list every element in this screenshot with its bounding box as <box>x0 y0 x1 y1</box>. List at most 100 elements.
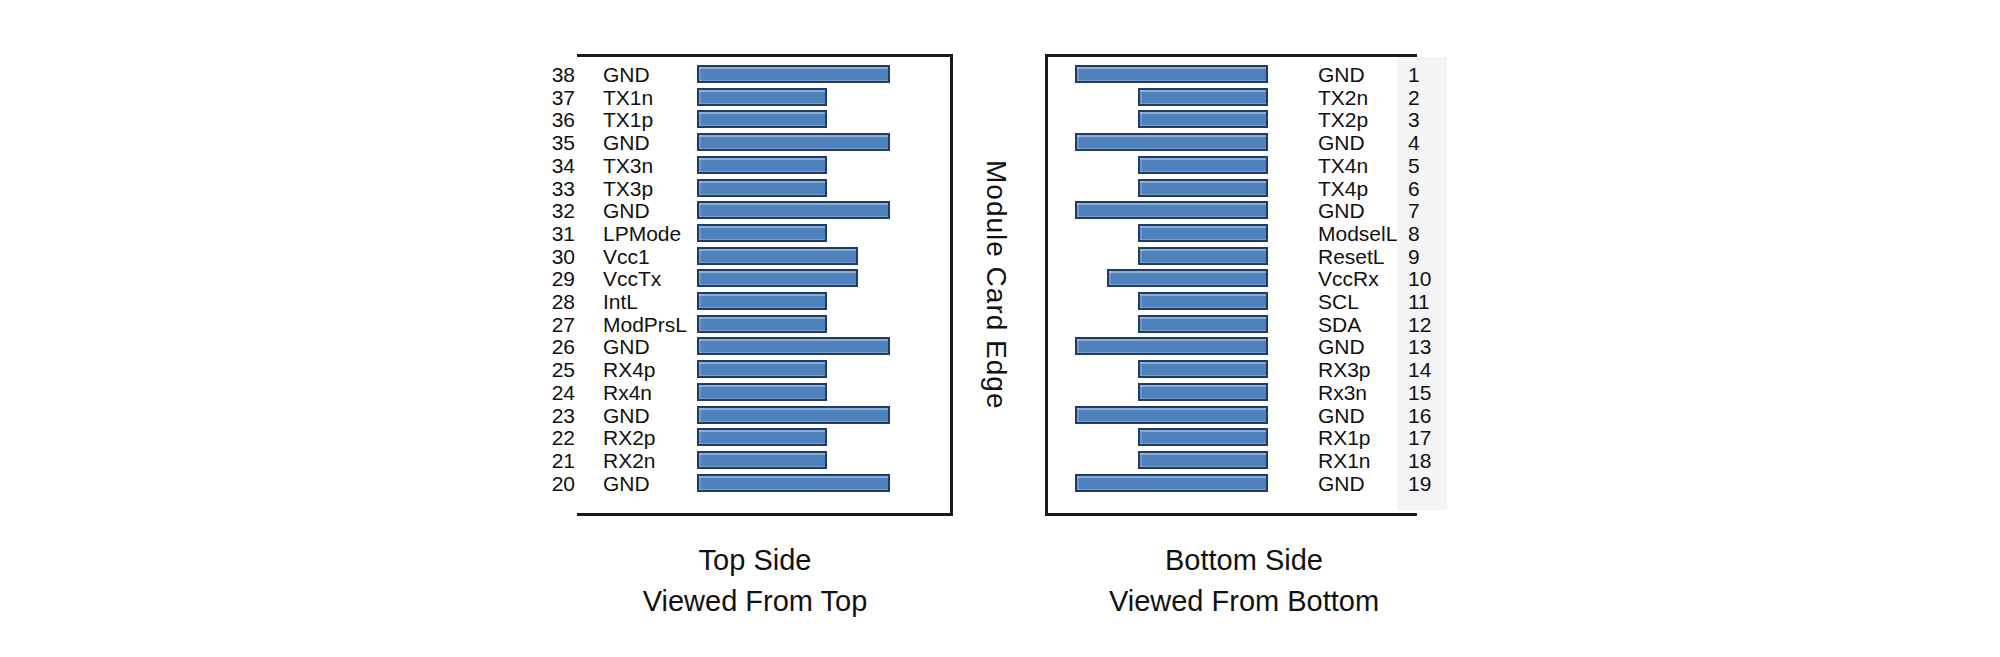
pin-pad <box>697 406 890 424</box>
pin-name: SDA <box>1318 315 1361 334</box>
pin-name: GND <box>603 474 650 493</box>
pin-row: 32GND <box>548 201 953 219</box>
pin-name: GND <box>1318 201 1365 220</box>
pin-pad <box>697 110 827 128</box>
pin-name: Rx3n <box>1318 383 1367 402</box>
pin-pad <box>1075 201 1268 219</box>
pin-pad <box>1138 428 1268 446</box>
bottom-side-pin-rows: 1GND2TX2n3TX2p4GND5TX4n6TX4p7GND8ModselL… <box>1052 65 1442 517</box>
pin-number: 15 <box>1408 383 1431 402</box>
pin-number: 25 <box>548 360 575 379</box>
pin-row: 28 IntL <box>548 292 953 310</box>
pin-pad <box>1138 247 1268 265</box>
pinout-diagram: 38GND37TX1n36TX1p35GND34TX3n33TX3p32GND3… <box>0 0 2000 657</box>
bottom-side-caption: Bottom Side Viewed From Bottom <box>1109 540 1379 622</box>
pin-name: GND <box>603 201 650 220</box>
pin-number: 13 <box>1408 337 1431 356</box>
pin-number: 35 <box>548 133 575 152</box>
pin-name: RX3p <box>1318 360 1371 379</box>
pin-name: GND <box>603 337 650 356</box>
pin-row: 15 Rx3n <box>1052 383 1442 401</box>
pin-pad <box>697 247 858 265</box>
pin-number: 24 <box>548 383 575 402</box>
pin-pad <box>1075 474 1268 492</box>
pin-name: GND <box>1318 474 1365 493</box>
bottom-side-caption-line2: Viewed From Bottom <box>1109 581 1379 622</box>
pin-name: GND <box>1318 65 1365 84</box>
pin-pad <box>697 360 827 378</box>
pin-row: 8ModselL <box>1052 224 1442 242</box>
pin-pad <box>697 201 890 219</box>
pin-number: 21 <box>548 451 575 470</box>
pin-number: 4 <box>1408 133 1420 152</box>
pin-name: IntL <box>603 292 638 311</box>
pin-number: 20 <box>548 474 575 493</box>
pin-number: 28 <box>548 292 575 311</box>
pin-pad <box>1138 451 1268 469</box>
pin-pad <box>697 474 890 492</box>
pin-name: GND <box>1318 337 1365 356</box>
pin-name: RX1n <box>1318 451 1371 470</box>
pin-row: 9 ResetL <box>1052 247 1442 265</box>
pin-number: 14 <box>1408 360 1431 379</box>
pin-pad <box>1138 88 1268 106</box>
pin-row: 1GND <box>1052 65 1442 83</box>
top-side-caption-line2: Viewed From Top <box>643 581 868 622</box>
pin-name: GND <box>1318 133 1365 152</box>
pin-name: TX1p <box>603 110 653 129</box>
pin-pad <box>1075 133 1268 151</box>
pin-number: 2 <box>1408 88 1420 107</box>
pin-row: 12SDA <box>1052 315 1442 333</box>
pin-row: 23 GND <box>548 406 953 424</box>
pin-name: TX4n <box>1318 156 1368 175</box>
pin-name: Vcc1 <box>603 247 650 266</box>
pin-number: 29 <box>548 269 575 288</box>
module-card-edge-label: Module Card Edge <box>972 54 1020 516</box>
pin-name: VccTx <box>603 269 661 288</box>
pin-pad <box>697 88 827 106</box>
pin-name: ModselL <box>1318 224 1397 243</box>
pin-name: VccRx <box>1318 269 1379 288</box>
pin-row: 7GND <box>1052 201 1442 219</box>
pin-row: 29 VccTx <box>548 269 953 287</box>
pin-row: 2TX2n <box>1052 88 1442 106</box>
pin-row: 27ModPrsL <box>548 315 953 333</box>
pin-pad <box>1138 110 1268 128</box>
pin-pad <box>1138 224 1268 242</box>
pin-number: 26 <box>548 337 575 356</box>
pin-pad <box>697 156 827 174</box>
pin-row: 34TX3n <box>548 156 953 174</box>
pin-row: 14 RX3p <box>1052 360 1442 378</box>
pin-pad <box>1138 360 1268 378</box>
pin-row: 21 RX2n <box>548 451 953 469</box>
pin-row: 37TX1n <box>548 88 953 106</box>
pin-row: 20 GND <box>548 474 953 492</box>
pin-name: TX3n <box>603 156 653 175</box>
pin-row: 4 GND <box>1052 133 1442 151</box>
pin-pad <box>1138 383 1268 401</box>
pin-pad <box>1138 315 1268 333</box>
pin-number: 27 <box>548 315 575 334</box>
pin-pad <box>1107 269 1268 287</box>
pin-number: 3 <box>1408 110 1420 129</box>
pin-pad <box>1075 406 1268 424</box>
pin-name: SCL <box>1318 292 1359 311</box>
pin-number: 19 <box>1408 474 1431 493</box>
pin-row: 16GND <box>1052 406 1442 424</box>
pin-name: GND <box>603 65 650 84</box>
pin-number: 10 <box>1408 269 1431 288</box>
pin-number: 33 <box>548 179 575 198</box>
pin-number: 16 <box>1408 406 1431 425</box>
pin-number: 23 <box>548 406 575 425</box>
pin-row: 36TX1p <box>548 110 953 128</box>
pin-number: 18 <box>1408 451 1431 470</box>
pin-pad <box>697 292 827 310</box>
pin-pad <box>697 179 827 197</box>
pin-name: RX2n <box>603 451 656 470</box>
pin-row: 11SCL <box>1052 292 1442 310</box>
pin-name: TX2p <box>1318 110 1368 129</box>
pin-name: GND <box>603 406 650 425</box>
pin-name: ResetL <box>1318 247 1385 266</box>
pin-number: 9 <box>1408 247 1420 266</box>
pin-number: 37 <box>548 88 575 107</box>
